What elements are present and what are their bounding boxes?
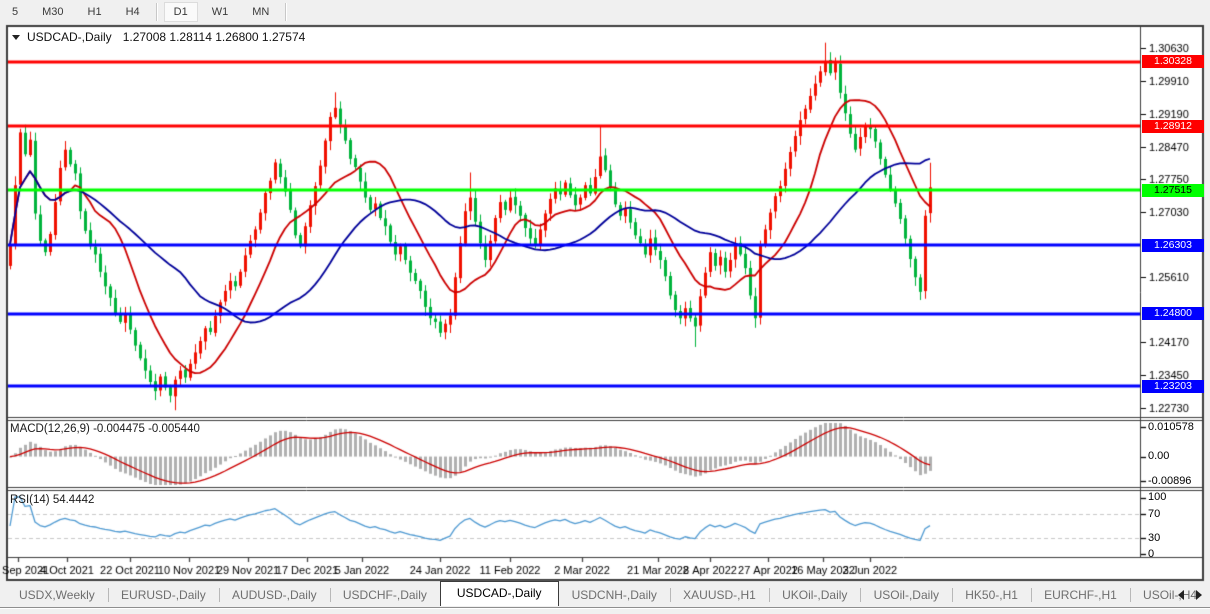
price-badge: 1.27515 [1142,183,1204,197]
rsi-indicator-label: RSI(14) 54.4442 [10,494,95,506]
tab-scroll-left-icon[interactable] [1178,590,1184,600]
chart-tab-bar: USDX,Weekly EURUSD-,Daily AUDUSD-,Daily … [0,580,1210,607]
timeframe-toolbar: 5 M30 H1 H4 D1 W1 MN [0,0,1210,24]
timeframe-d1-button[interactable]: D1 [163,2,198,22]
timeframe-mn-button[interactable]: MN [252,6,270,18]
rsi-axis-100: 100 [1148,491,1167,503]
tab-xauusd-h1[interactable]: XAUUSD-,H1 [683,587,756,602]
toolbar-separator [155,3,158,21]
chart-canvas[interactable] [0,24,1210,582]
chart-ohlc-values: 1.27008 1.28114 1.26800 1.27574 [122,30,306,44]
status-bar [0,607,1210,614]
price-badge: 1.26303 [1142,238,1204,252]
price-badge: 1.24800 [1142,307,1204,321]
timeframe-h1-button[interactable]: H1 [87,6,102,18]
tab-usoil-daily[interactable]: USOil-,Daily [873,587,939,602]
price-badge: 1.28912 [1142,119,1204,133]
macd-axis-zero: 0.00 [1148,450,1170,462]
tab-usdx-weekly[interactable]: USDX,Weekly [19,587,95,602]
timeframe-m5-button[interactable]: 5 [12,6,19,18]
timeframe-h4-button[interactable]: H4 [125,6,140,18]
tab-eurchf-h1[interactable]: EURCHF-,H1 [1044,587,1117,602]
chart-window: USDCAD-,Daily 1.27008 1.28114 1.26800 1.… [0,24,1210,582]
macd-axis-max: 0.010578 [1148,421,1194,433]
tab-usdcnh-daily[interactable]: USDCNH-,Daily [571,587,657,602]
tab-scroll-arrows [1178,590,1202,600]
chart-title: USDCAD-,Daily 1.27008 1.28114 1.26800 1.… [12,30,305,44]
price-badge: 1.23203 [1142,379,1204,393]
rsi-axis-30: 30 [1148,532,1161,544]
price-badge: 1.30328 [1142,55,1204,69]
tab-audusd-daily[interactable]: AUDUSD-,Daily [231,587,317,602]
tab-ukoil-daily[interactable]: UKOil-,Daily [782,587,848,602]
timeframe-w1-button[interactable]: W1 [211,6,229,18]
macd-axis-min: -0.00896 [1148,475,1192,487]
macd-indicator-label: MACD(12,26,9) -0.004475 -0.005440 [10,423,200,435]
tab-scroll-right-icon[interactable] [1196,590,1202,600]
tab-hk50-h1[interactable]: HK50-,H1 [965,587,1018,602]
rsi-axis-0: 0 [1148,548,1155,560]
tab-usdcad-daily[interactable]: USDCAD-,Daily [439,580,559,606]
symbol-dropdown-icon[interactable] [12,34,20,40]
timeframe-m30-button[interactable]: M30 [42,6,64,18]
toolbar-separator [285,3,288,21]
tab-eurusd-daily[interactable]: EURUSD-,Daily [121,587,206,602]
rsi-axis-70: 70 [1148,508,1161,520]
tab-usdchf-daily[interactable]: USDCHF-,Daily [342,587,427,602]
chart-symbol-label: USDCAD-,Daily [27,30,112,44]
